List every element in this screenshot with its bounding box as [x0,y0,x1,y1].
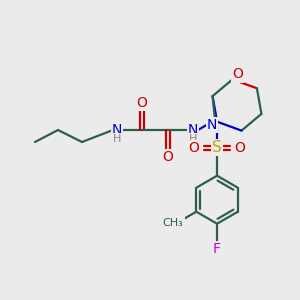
Text: O: O [163,150,173,164]
Text: CH₃: CH₃ [163,218,184,228]
Text: O: O [232,68,243,81]
Text: O: O [189,141,200,155]
Text: N: N [188,123,198,137]
Text: O: O [136,96,147,110]
Text: N: N [112,123,122,137]
Text: O: O [235,141,245,155]
Text: S: S [212,140,222,155]
Text: H: H [189,134,197,144]
Text: N: N [207,118,217,132]
Text: F: F [213,242,221,256]
Text: H: H [113,134,121,144]
